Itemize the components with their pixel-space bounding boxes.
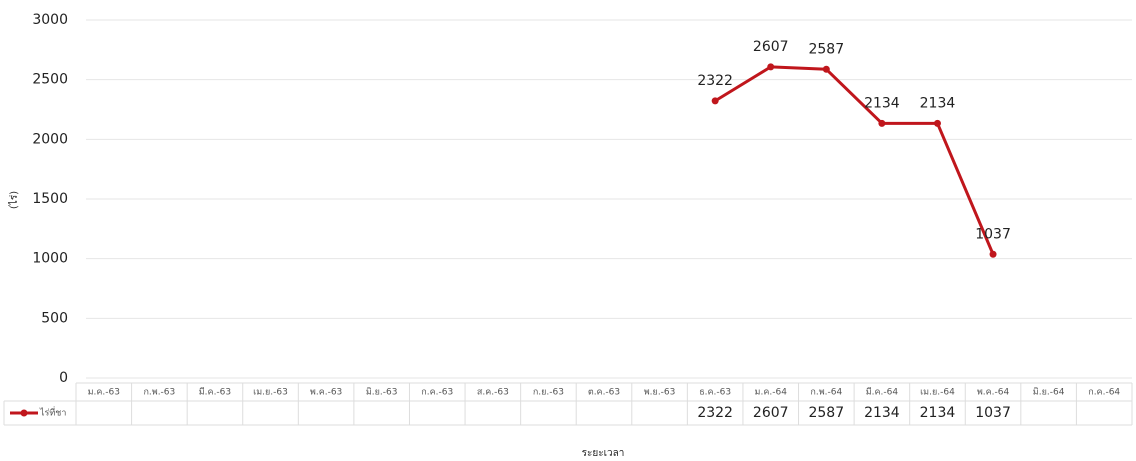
- x-tick-label: ส.ค.-63: [477, 388, 509, 398]
- x-tick-label: เม.ย.-64: [920, 388, 955, 398]
- x-tick-label: ก.พ.-63: [143, 388, 175, 398]
- point: [822, 65, 830, 73]
- x-tick-label: พ.ค.-63: [310, 388, 342, 398]
- y-tick-label: 0: [59, 370, 68, 386]
- x-tick-label: ต.ค.-63: [588, 388, 620, 398]
- x-tick-label: พ.ย.-63: [644, 388, 676, 398]
- data-label: 2134: [864, 95, 900, 111]
- x-tick-label: ก.ค.-64: [1088, 388, 1120, 398]
- x-tick-label: มี.ค.-64: [866, 387, 899, 398]
- x-tick-label: ก.ย.-63: [533, 388, 564, 398]
- series-line: [714, 65, 995, 255]
- point: [878, 119, 886, 127]
- x-axis-label: ระยะเวลา: [582, 448, 625, 459]
- table-value: 2607: [753, 405, 789, 421]
- legend-marker: [20, 409, 28, 417]
- x-tick-label: มิ.ย.-63: [366, 387, 398, 398]
- legend-label: ไร่ที่ชา: [39, 406, 66, 419]
- x-tick-label: ม.ค.-64: [755, 388, 788, 398]
- table-value: 2134: [920, 405, 956, 421]
- y-tick-label: 2000: [32, 131, 68, 147]
- data-label: 2134: [920, 95, 956, 111]
- data-label: 2607: [753, 39, 789, 55]
- y-tick-label: 1500: [32, 191, 68, 207]
- point: [767, 63, 775, 71]
- point: [989, 250, 997, 258]
- x-tick-label: มี.ค.-63: [199, 387, 231, 398]
- x-tick-label: พ.ค.-64: [977, 388, 1010, 398]
- y-tick-label: 2500: [32, 72, 68, 88]
- table-value: 2134: [864, 405, 900, 421]
- y-tick-label: 3000: [32, 12, 68, 28]
- point: [711, 97, 719, 105]
- y-tick-label: 1000: [32, 251, 68, 267]
- point: [933, 119, 941, 127]
- table-value: 1037: [975, 405, 1011, 421]
- data-label: 2587: [808, 41, 844, 57]
- y-axis-label: (ไร่): [8, 191, 20, 209]
- x-tick-label: ก.พ.-64: [810, 388, 842, 398]
- table-value: 2322: [697, 405, 733, 421]
- x-tick-label: มิ.ย.-64: [1033, 387, 1065, 398]
- x-tick-label: ก.ค.-63: [421, 388, 453, 398]
- x-tick-label: เม.ย.-63: [253, 388, 288, 398]
- x-tick-label: ธ.ค.-63: [699, 388, 731, 398]
- table-value: 2587: [808, 405, 844, 421]
- x-tick-label: ม.ค.-63: [88, 388, 120, 398]
- y-tick-label: 500: [41, 310, 68, 326]
- data-label: 1037: [975, 226, 1011, 242]
- data-label: 2322: [697, 73, 733, 89]
